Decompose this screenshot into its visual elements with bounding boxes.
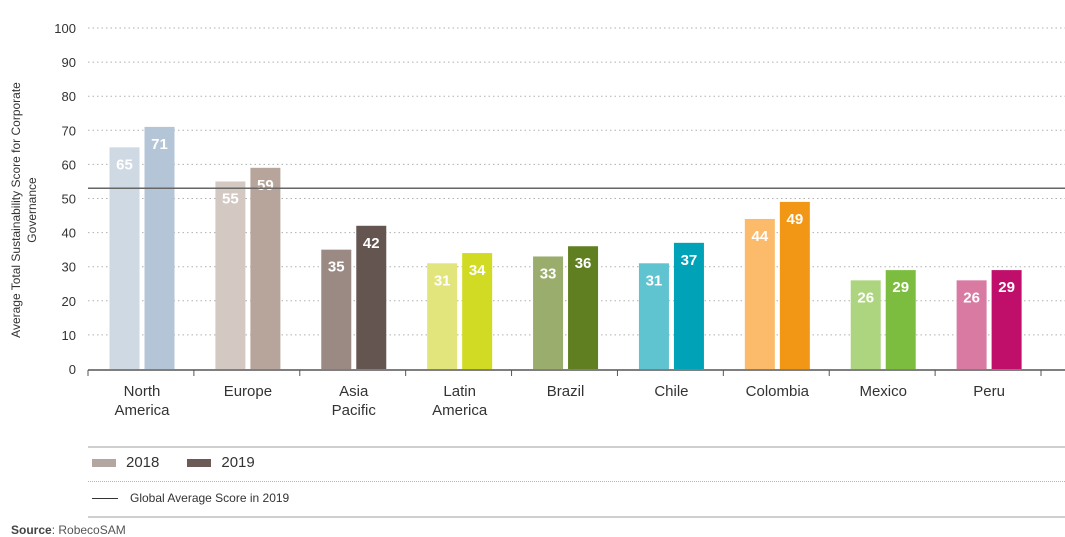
legend-label-2018: 2018 (126, 454, 160, 471)
bar-value-label: 44 (751, 228, 768, 245)
x-tick-label-line: Colombia (746, 383, 810, 400)
bar-2019 (144, 126, 175, 369)
y-tick-label: 30 (62, 260, 76, 275)
bar-2019 (885, 270, 916, 369)
x-tick-label: Latin America (432, 383, 488, 419)
x-tick-label-line: America (114, 402, 170, 419)
legend: 2018 2019 (92, 454, 283, 471)
x-tick-label-line: North (124, 383, 161, 400)
bar-2019 (673, 242, 704, 369)
bar-2019 (250, 167, 281, 369)
legend-line-swatch (92, 497, 118, 499)
bar-2019 (779, 201, 810, 369)
y-tick-label: 0 (69, 362, 76, 377)
x-tick-label-line: Brazil (547, 383, 585, 400)
legend-swatch-2018 (92, 458, 116, 467)
bar-value-label: 37 (681, 252, 698, 269)
y-tick-label: 80 (62, 89, 76, 104)
x-tick-label: Mexico (859, 383, 907, 400)
x-tick-label-line: Latin (443, 383, 476, 400)
bar-value-label: 31 (646, 272, 663, 289)
y-tick-labels: 0 10 20 30 40 50 60 70 80 90 100 (54, 21, 76, 377)
bar-value-label: 29 (892, 279, 909, 296)
bar-value-label: 31 (434, 272, 451, 289)
bar-value-label: 42 (363, 235, 380, 252)
x-tick-label-line: Europe (224, 383, 272, 400)
bar-2019 (568, 246, 599, 369)
bar-2018 (427, 263, 458, 369)
x-tick-label-line: Peru (973, 383, 1005, 400)
source-label: Source (11, 523, 52, 537)
bar-2018 (109, 147, 140, 369)
bar-2019 (991, 270, 1022, 369)
legend-label-2019: 2019 (221, 454, 255, 471)
legend-top-rule (88, 446, 1065, 448)
bar-value-label: 55 (222, 190, 239, 207)
x-tick-label: Asia Pacific (332, 383, 377, 419)
bar-2018 (850, 280, 881, 369)
x-tick-label-line: America (432, 402, 488, 419)
x-tick-label-line: Chile (654, 383, 688, 400)
bar-value-label: 59 (257, 177, 274, 194)
y-tick-label: 70 (62, 123, 76, 138)
x-tick-label-line: Pacific (332, 402, 377, 419)
bar-2019 (462, 253, 493, 369)
x-tick-label: Brazil (547, 383, 585, 400)
bar-value-label: 65 (116, 156, 133, 173)
y-tick-label: 50 (62, 192, 76, 207)
x-tick-label-line: Mexico (859, 383, 907, 400)
bar-value-label: 26 (963, 289, 980, 306)
x-tick-label: Peru (973, 383, 1005, 400)
bar-value-label: 33 (540, 265, 557, 282)
x-axis (87, 369, 1065, 376)
bar-2018 (215, 181, 246, 369)
y-axis-label: Average Total Sustainability Score for C… (9, 82, 23, 338)
bar-chart: 0 10 20 30 40 50 60 70 80 90 100 Average Total Sus… (9, 21, 1065, 419)
legend-divider (88, 481, 1065, 482)
bar-2018 (744, 218, 775, 369)
bar-value-labels: 65 71 55 59 35 42 31 34 33 36 31 37 44 49 26 29 26 29 (116, 136, 1015, 306)
bar-value-label: 49 (786, 211, 803, 228)
bar-value-label: 36 (575, 255, 592, 272)
bar-2019 (356, 225, 387, 369)
y-tick-label: 40 (62, 226, 76, 241)
bar-2018 (533, 256, 564, 369)
x-tick-label-line: Asia (339, 383, 369, 400)
legend-bottom-rule (88, 516, 1065, 518)
x-tick-label: Chile (654, 383, 688, 400)
bar-value-label: 35 (328, 259, 345, 276)
bar-value-label: 26 (857, 289, 874, 306)
legend-line-label: Global Average Score in 2019 (130, 491, 290, 505)
x-tick-label: Colombia (746, 383, 810, 400)
legend-area: 2018 2019 Global Average Score in 2019 (88, 446, 1065, 535)
source-note: Source: RobecoSAM (11, 523, 126, 537)
y-tick-label: 60 (62, 157, 76, 172)
bar-value-label: 71 (151, 136, 168, 153)
x-tick-label: North America (114, 383, 170, 419)
bar-2018 (638, 263, 669, 369)
legend-line-entry: Global Average Score in 2019 (92, 491, 289, 505)
bar-2018 (321, 249, 352, 369)
bar-value-label: 34 (469, 262, 486, 279)
x-tick-labels: North America Europe Asia Pacific Latin Americ… (114, 383, 1004, 419)
y-tick-label: 10 (62, 328, 76, 343)
y-tick-label: 20 (62, 294, 76, 309)
bar-value-label: 29 (998, 279, 1015, 296)
source-text: : RobecoSAM (51, 523, 126, 537)
y-axis-label-line2: Governance (25, 177, 39, 243)
y-tick-label: 90 (62, 55, 76, 70)
legend-swatch-2019 (187, 458, 212, 467)
x-tick-label: Europe (224, 383, 272, 400)
bars (109, 126, 1022, 369)
bar-2018 (956, 280, 987, 369)
y-tick-label: 100 (54, 21, 76, 36)
